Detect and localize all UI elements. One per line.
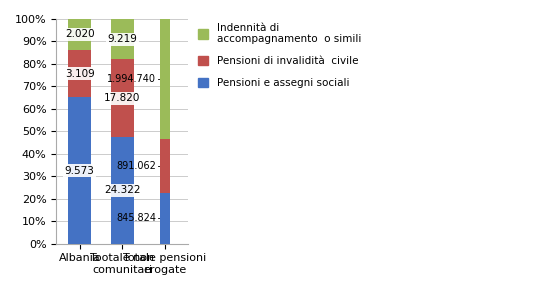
Text: 9.219: 9.219 xyxy=(108,34,137,44)
Bar xyxy=(111,137,134,244)
Text: 9.573: 9.573 xyxy=(65,166,94,175)
Bar xyxy=(68,97,92,244)
Text: 3.109: 3.109 xyxy=(65,69,94,79)
Bar xyxy=(68,19,92,50)
Bar xyxy=(111,19,134,59)
Bar xyxy=(159,193,170,244)
Bar xyxy=(111,59,134,137)
Text: 24.322: 24.322 xyxy=(104,186,141,195)
Bar xyxy=(159,19,170,139)
Text: 2.020: 2.020 xyxy=(65,29,94,39)
Text: 891.062: 891.062 xyxy=(116,161,156,171)
Text: 17.820: 17.820 xyxy=(104,93,140,103)
Text: 845.824: 845.824 xyxy=(116,213,156,223)
Text: 1.994.740: 1.994.740 xyxy=(107,74,156,84)
Legend: Indennità di
accompagnamento  o simili, Pensioni di invalidità  civile, Pensioni: Indennità di accompagnamento o simili, P… xyxy=(195,20,364,91)
Bar xyxy=(159,139,170,193)
Bar xyxy=(68,50,92,97)
